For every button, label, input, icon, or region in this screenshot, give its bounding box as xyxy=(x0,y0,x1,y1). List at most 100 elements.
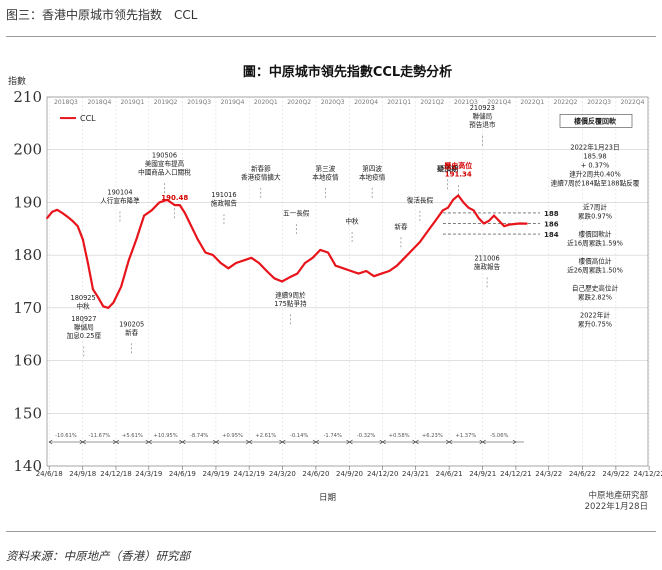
period-change-label: +5.61% xyxy=(122,433,143,439)
ccl-data-point xyxy=(46,217,48,220)
side-note: 連續7周於184點至188點反覆 xyxy=(551,178,640,187)
ccl-data-point xyxy=(127,259,130,262)
side-note: + 0.37% xyxy=(581,161,610,169)
ccl-data-point xyxy=(426,230,429,233)
side-note: 樓價高位計 xyxy=(579,256,612,265)
ccl-data-point xyxy=(296,272,299,275)
reference-line-label: 184 xyxy=(544,231,559,239)
annotation-text: 連續9周於 xyxy=(275,290,306,299)
period-arrow-left xyxy=(48,439,53,445)
ccl-data-point xyxy=(411,248,414,251)
annotation-text: 預告退市 xyxy=(469,120,496,129)
ccl-data-point xyxy=(447,206,449,209)
side-note: 樓價回軟計 xyxy=(579,229,612,238)
quarter-label: 2021Q2 xyxy=(420,99,444,106)
period-arrow-left xyxy=(415,439,419,445)
quarter-label: 2019Q4 xyxy=(221,99,245,106)
y-tick-label: 140 xyxy=(13,457,42,475)
y-tick-label: 160 xyxy=(13,352,42,370)
period-change-label: +0.58% xyxy=(389,433,410,439)
y-tick-label: 150 xyxy=(13,404,42,422)
annotation-text: 施政報告 xyxy=(211,199,238,208)
annotation-text: 施政報告 xyxy=(474,262,501,271)
quarter-label: 2019Q3 xyxy=(187,99,211,106)
annotation-text: 第四波 xyxy=(362,164,382,173)
ccl-data-point xyxy=(311,256,314,259)
axes xyxy=(46,96,650,470)
ccl-data-point xyxy=(498,219,501,222)
publisher-label: 中原地產研究部 xyxy=(588,490,648,501)
x-tick-label: 24/9/22 xyxy=(602,470,629,478)
period-arrow-left xyxy=(248,439,253,445)
ccl-data-point xyxy=(143,214,145,217)
ccl-data-point xyxy=(92,288,94,291)
ccl-data-point xyxy=(503,225,506,228)
period-change-label: +6.23% xyxy=(422,433,443,439)
annotation-text: 190.48 xyxy=(161,194,188,202)
chart-title: 圖：中原城市領先指數CCL走勢分析 xyxy=(243,64,452,80)
side-note: 連升2周共0.40% xyxy=(569,169,621,178)
annotation-text: 人行宣布降準 xyxy=(100,196,140,205)
ccl-data-point xyxy=(71,219,74,222)
x-tick-label: 24/9/21 xyxy=(469,470,496,478)
x-tick-label: 24/3/21 xyxy=(402,470,429,478)
ccl-data-point xyxy=(204,251,207,254)
ccl-data-point xyxy=(273,277,276,280)
quarter-label: 2022Q4 xyxy=(621,99,645,106)
ccl-data-point xyxy=(178,204,181,206)
x-tick-label: 24/6/22 xyxy=(569,470,596,478)
ccl-data-point xyxy=(342,267,345,270)
ccl-data-point xyxy=(513,223,516,225)
annotation-text: 180927 xyxy=(71,315,96,323)
period-change-label: -0.32% xyxy=(357,433,375,439)
ccl-data-point xyxy=(189,222,191,225)
ccl-data-point xyxy=(173,204,176,206)
y-axis-label: 指數 xyxy=(8,75,26,87)
period-change-label: -11.67% xyxy=(89,433,111,439)
annotation-text: 第三波 xyxy=(316,164,336,173)
ccl-data-point xyxy=(135,238,138,241)
y-tick-label: 180 xyxy=(13,246,42,264)
x-tick-label: 24/6/20 xyxy=(302,470,329,478)
annotation-text: 香港疫情擴大 xyxy=(241,172,281,181)
ccl-data-point xyxy=(419,241,421,243)
period-arrow-left xyxy=(482,439,486,445)
x-tick-label: 24/12/19 xyxy=(233,470,264,478)
ccl-data-point xyxy=(166,198,168,201)
annotation-text: 新春節 xyxy=(251,164,271,173)
annotation-text: 聯儲局 xyxy=(472,112,492,121)
ccl-data-point xyxy=(508,223,511,226)
ccl-data-point xyxy=(304,262,306,264)
ccl-data-point xyxy=(86,262,89,264)
period-arrow-left xyxy=(148,439,152,445)
annotation-text: 本地疫情 xyxy=(359,172,386,181)
x-tick-label: 24/9/20 xyxy=(336,470,363,478)
period-arrow-left xyxy=(281,439,286,445)
ccl-data-point xyxy=(97,296,99,299)
quarter-label: 2022Q2 xyxy=(554,99,578,106)
x-tick-label: 24/9/18 xyxy=(69,470,96,478)
x-tick-label: 24/3/19 xyxy=(135,470,162,478)
ccl-data-point xyxy=(518,222,521,225)
ccl-data-point xyxy=(235,262,237,264)
annotation-text: 復活長假 xyxy=(407,195,434,204)
ccl-data-point xyxy=(102,305,105,308)
annotation-text: 加息0.25厘 xyxy=(67,331,102,340)
quarter-label: 2022Q1 xyxy=(520,99,544,106)
annotation-text: 中國商品入口關稅 xyxy=(138,168,191,177)
quarter-label: 2018Q3 xyxy=(54,99,78,106)
period-arrow-left xyxy=(82,439,86,445)
annotation-text: 聯儲局 xyxy=(74,323,94,332)
annotation-text: 中秋 xyxy=(345,217,359,226)
ccl-data-point xyxy=(452,198,455,201)
publish-date-label: 2022年1月28日 xyxy=(585,501,648,512)
ccl-data-point xyxy=(493,214,495,217)
ccl-data-point xyxy=(319,248,322,251)
period-arrow-left xyxy=(215,439,220,445)
annotation-text: 180925 xyxy=(71,294,96,302)
side-note: 累跌2.82% xyxy=(578,292,612,301)
ccl-data-point xyxy=(242,259,245,262)
ccl-data-point xyxy=(403,256,406,259)
annotation-text: 211006 xyxy=(474,254,499,262)
ccl-data-point xyxy=(396,264,398,267)
